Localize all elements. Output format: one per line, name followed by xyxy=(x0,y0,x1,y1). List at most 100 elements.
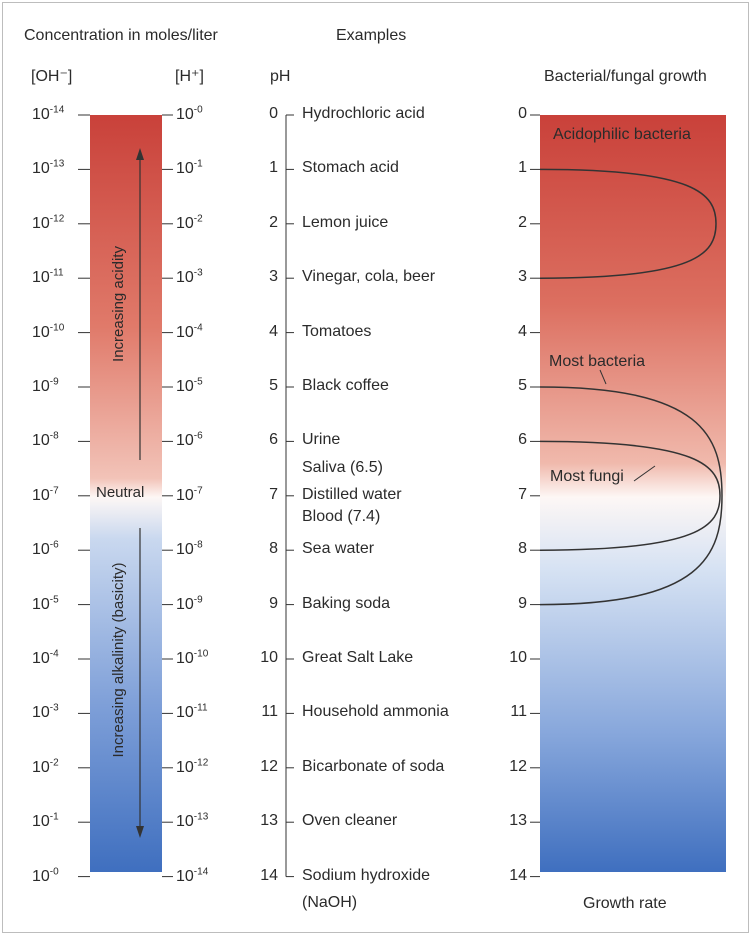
oh-concentration-label: 10-0 xyxy=(32,866,59,885)
example-label: Lemon juice xyxy=(302,213,389,231)
example-label: Distilled water xyxy=(302,485,402,503)
example-label: Blood (7.4) xyxy=(302,507,381,525)
growth-ph-value-label: 11 xyxy=(510,703,527,721)
oh-concentration-label: 10-11 xyxy=(32,267,64,287)
h-concentration-label: 10-5 xyxy=(176,376,203,395)
oh-concentration-label: 10-8 xyxy=(32,431,59,450)
h-concentration-label: 10-3 xyxy=(176,267,203,287)
example-label: Hydrochloric acid xyxy=(302,105,425,122)
ph-value-label: 9 xyxy=(269,594,278,612)
oh-concentration-label: 10-5 xyxy=(32,594,59,613)
oh-concentration-label: 10-3 xyxy=(32,703,59,722)
oh-concentration-label: 10-9 xyxy=(32,376,59,395)
growth-ph-value-label: 6 xyxy=(518,431,527,449)
example-label: Tomatoes xyxy=(302,322,372,340)
example-label: (NaOH) xyxy=(302,893,358,911)
neutral-label: Neutral xyxy=(96,484,145,501)
oh-concentration-label: 10-4 xyxy=(32,648,59,667)
growth-ph-value-label: 2 xyxy=(518,213,527,231)
example-label: Black coffee xyxy=(302,377,389,394)
oh-concentration-label: 10-12 xyxy=(32,213,65,232)
ph-value-label: 14 xyxy=(260,866,278,884)
h-header: [H⁺] xyxy=(175,68,204,85)
ph-value-label: 12 xyxy=(260,757,278,775)
ph-value-label: 7 xyxy=(269,485,278,503)
most-bacteria-growth-curve xyxy=(539,386,723,606)
growth-ph-value-label: 8 xyxy=(518,540,527,558)
h-concentration-label: 10-8 xyxy=(176,539,203,559)
concentration-header: Concentration in moles/liter xyxy=(24,27,218,44)
ph-value-label: 11 xyxy=(261,703,278,721)
h-concentration-label: 10-1 xyxy=(176,159,203,178)
h-concentration-label: 10-4 xyxy=(176,322,203,341)
oh-concentration-label: 10-1 xyxy=(32,811,59,831)
growth-ph-value-label: 1 xyxy=(518,159,527,177)
growth-ph-value-label: 3 xyxy=(518,268,527,286)
h-concentration-label: 10-11 xyxy=(176,703,208,722)
growth-ph-value-label: 4 xyxy=(518,322,527,340)
ph-value-label: 3 xyxy=(269,268,278,286)
example-label: Saliva (6.5) xyxy=(302,458,383,476)
oh-concentration-label: 10-2 xyxy=(32,757,59,776)
ph-value-label: 5 xyxy=(269,377,278,394)
growth-gradient-bar xyxy=(540,115,726,872)
ph-value-label: 13 xyxy=(260,812,278,830)
example-label: Urine xyxy=(302,431,341,449)
examples-header: Examples xyxy=(336,27,407,44)
example-label: Great Salt Lake xyxy=(302,649,414,666)
growth-ph-value-label: 7 xyxy=(518,485,527,503)
most-fungi-label: Most fungi xyxy=(550,468,624,485)
growth-rate-label: Growth rate xyxy=(583,895,667,912)
example-label: Stomach acid xyxy=(302,159,399,177)
ph-header: pH xyxy=(270,68,291,85)
oh-concentration-label: 10-7 xyxy=(32,485,59,504)
growth-ph-value-label: 14 xyxy=(509,866,527,884)
example-label: Baking soda xyxy=(302,594,391,612)
ph-value-label: 4 xyxy=(269,322,278,340)
example-label: Sodium hydroxide xyxy=(302,866,431,884)
most-fungi-leader xyxy=(633,465,656,482)
ph-value-label: 10 xyxy=(260,649,278,666)
ph-value-label: 2 xyxy=(269,213,278,231)
ph-gradient-bar xyxy=(90,115,162,872)
h-concentration-label: 10-9 xyxy=(176,594,203,613)
acidity-arrow-head xyxy=(136,148,144,160)
h-concentration-label: 10-12 xyxy=(176,757,209,776)
h-concentration-label: 10-10 xyxy=(176,648,209,667)
example-label: Oven cleaner xyxy=(302,812,398,830)
h-concentration-label: 10-7 xyxy=(176,485,203,504)
ph-value-label: 0 xyxy=(269,105,278,122)
growth-ph-value-label: 10 xyxy=(509,649,527,666)
ph-value-label: 1 xyxy=(269,159,278,177)
ph-value-label: 6 xyxy=(269,431,278,449)
growth-ph-value-label: 13 xyxy=(509,812,527,830)
oh-concentration-label: 10-10 xyxy=(32,322,65,341)
most-bacteria-label: Most bacteria xyxy=(549,353,646,370)
h-concentration-label: 10-0 xyxy=(176,104,203,123)
oh-concentration-label: 10-6 xyxy=(32,539,59,559)
oh-concentration-label: 10-14 xyxy=(32,104,65,123)
example-label: Household ammonia xyxy=(302,703,449,721)
h-concentration-label: 10-2 xyxy=(176,213,203,232)
growth-ph-value-label: 0 xyxy=(518,105,527,122)
h-concentration-label: 10-6 xyxy=(176,431,203,450)
growth-ph-value-label: 9 xyxy=(518,594,527,612)
h-concentration-label: 10-13 xyxy=(176,811,209,831)
oh-concentration-label: 10-13 xyxy=(32,159,65,178)
example-label: Sea water xyxy=(302,540,375,558)
oh-header: [OH⁻] xyxy=(31,68,73,85)
alkalinity-arrow-head xyxy=(136,826,144,838)
growth-header: Bacterial/fungal growth xyxy=(544,68,707,85)
growth-ph-value-label: 12 xyxy=(509,757,527,775)
example-label: Vinegar, cola, beer xyxy=(302,268,436,286)
ph-value-label: 8 xyxy=(269,540,278,558)
example-label: Bicarbonate of soda xyxy=(302,757,445,775)
growth-ph-value-label: 5 xyxy=(518,377,527,394)
acidophilic-growth-curve xyxy=(539,168,717,279)
h-concentration-label: 10-14 xyxy=(176,866,209,885)
acidophilic-bacteria-label: Acidophilic bacteria xyxy=(553,126,691,143)
most-bacteria-leader xyxy=(599,369,607,385)
most-fungi-growth-curve xyxy=(539,440,721,551)
